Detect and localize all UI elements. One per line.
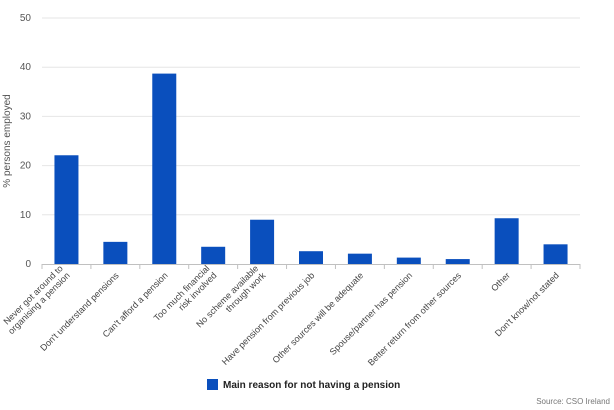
y-tick-label: 40 (20, 62, 32, 73)
bar[interactable] (543, 244, 568, 264)
bar[interactable] (347, 253, 372, 264)
bar[interactable] (54, 155, 79, 264)
bar[interactable] (396, 257, 421, 264)
x-axis-ticks: Never got around toorganising a pensionD… (1, 263, 581, 368)
bar[interactable] (152, 73, 177, 264)
x-tick-label: Spouse/partner has pension (328, 270, 415, 357)
bar[interactable] (250, 219, 275, 264)
bar[interactable] (103, 241, 128, 264)
bar[interactable] (445, 259, 470, 264)
legend-swatch (207, 379, 218, 390)
y-tick-label: 0 (25, 259, 31, 270)
bar[interactable] (201, 246, 226, 264)
legend-label: Main reason for not having a pension (223, 380, 400, 391)
y-axis-ticks: 0 10 20 30 40 50 (20, 13, 32, 270)
y-axis-title: % persons employed (2, 94, 13, 187)
x-tick-label: Better return from other sources (366, 270, 464, 368)
bar[interactable] (299, 251, 323, 264)
legend[interactable]: Main reason for not having a pension (207, 379, 400, 391)
y-tick-label: 20 (20, 161, 32, 172)
y-tick-label: 10 (20, 210, 32, 221)
y-tick-label: 30 (20, 111, 32, 122)
bars (54, 73, 568, 264)
source-credit: Source: CSO Ireland (536, 397, 610, 406)
x-tick-label: Other (489, 270, 512, 293)
bar[interactable] (494, 218, 519, 264)
gridlines (42, 17, 580, 216)
y-tick-label: 50 (20, 13, 32, 24)
x-tick-label: Other sources will be adequate (271, 270, 366, 365)
